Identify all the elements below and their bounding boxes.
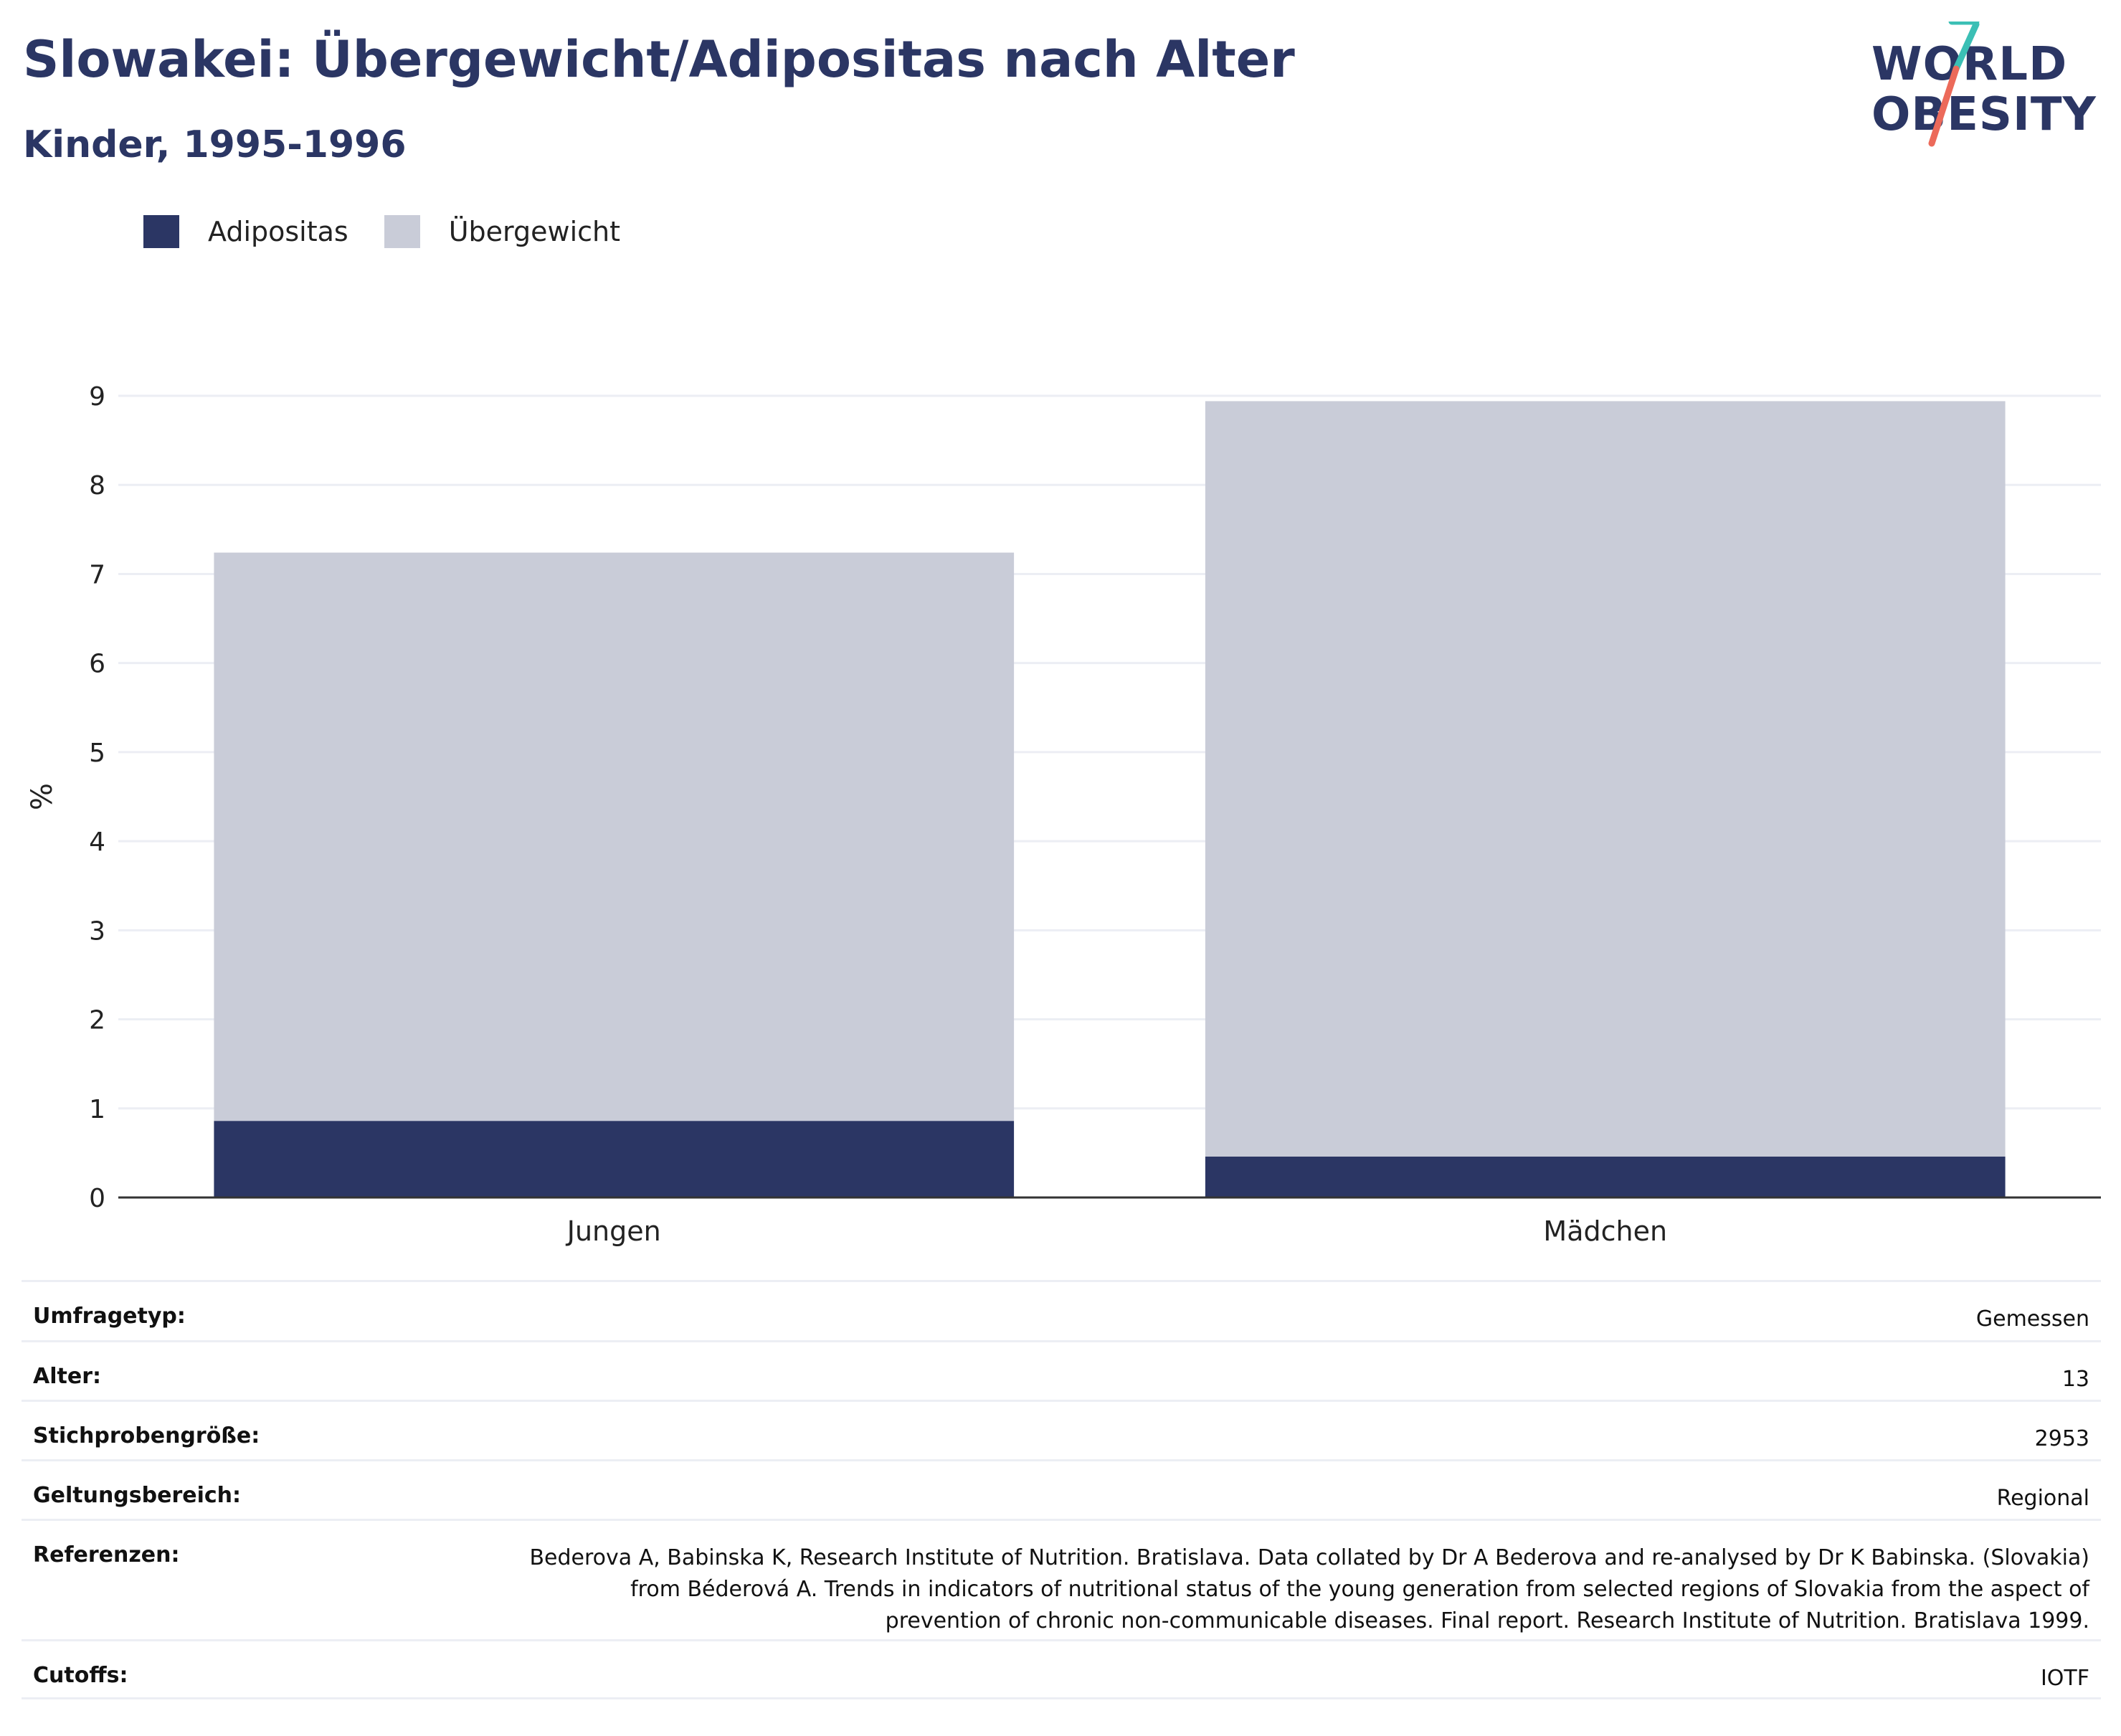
metadata-table: Umfragetyp: Gemessen Alter: 13 Stichprob…	[22, 1280, 2101, 1699]
meta-value-references: Bederova A, Babinska K, Research Institu…	[529, 1545, 2089, 1633]
meta-row-sample-size: Stichprobengröße: 2953	[22, 1400, 2101, 1459]
meta-row-age: Alter: 13	[22, 1340, 2101, 1400]
bar-mdchen-adipositas	[1205, 1156, 2006, 1197]
x-tick-label: Mädchen	[1543, 1215, 1667, 1247]
meta-row-references: Referenzen: Bederova A, Babinska K, Rese…	[22, 1519, 2101, 1639]
y-tick-label: 3	[89, 916, 105, 946]
y-tick-label: 6	[89, 650, 105, 679]
logo-slash-icon	[1928, 22, 1980, 147]
y-tick-label: 8	[89, 471, 105, 501]
meta-value-cutoffs: IOTF	[2040, 1666, 2089, 1691]
logo-line-2: OBESITY	[1871, 88, 2097, 141]
legend-swatch-uebergewicht	[384, 215, 420, 248]
meta-key-cutoffs: Cutoffs:	[33, 1663, 128, 1688]
legend-item-adipositas[interactable]: Adipositas	[143, 215, 348, 248]
y-axis-label: %	[26, 783, 59, 810]
legend-label-uebergewicht: Übergewicht	[448, 216, 620, 247]
y-tick-label: 1	[89, 1095, 105, 1124]
y-tick-label: 7	[89, 560, 105, 589]
meta-key-references: Referenzen:	[33, 1542, 180, 1567]
meta-key-scope: Geltungsbereich:	[33, 1483, 242, 1508]
y-tick-label: 4	[89, 827, 105, 857]
y-tick-label: 5	[89, 739, 105, 768]
meta-value-scope: Regional	[1996, 1486, 2089, 1511]
legend-item-uebergewicht[interactable]: Übergewicht	[384, 215, 620, 248]
legend-swatch-adipositas	[143, 215, 179, 248]
meta-value-age: 13	[2061, 1367, 2089, 1392]
chart-legend: Adipositas Übergewicht	[143, 215, 656, 248]
meta-value-sample-size: 2953	[2034, 1426, 2089, 1451]
world-obesity-logo: WORLD OBESITY	[1871, 22, 2108, 151]
chart-title: Slowakei: Übergewicht/Adipositas nach Al…	[23, 30, 1295, 89]
legend-label-adipositas: Adipositas	[208, 216, 348, 247]
meta-row-cutoffs: Cutoffs: IOTF	[22, 1639, 2101, 1699]
meta-key-sample-size: Stichprobengröße:	[33, 1423, 260, 1448]
y-tick-label: 9	[89, 382, 105, 412]
meta-row-survey-type: Umfragetyp: Gemessen	[22, 1280, 2101, 1340]
y-tick-label: 2	[89, 1006, 105, 1035]
meta-value-survey-type: Gemessen	[1975, 1306, 2089, 1332]
logo-line-1: WORLD	[1871, 38, 2068, 91]
meta-key-survey-type: Umfragetyp:	[33, 1304, 186, 1329]
bar-jungen-uebergewicht	[214, 552, 1015, 1121]
bar-mdchen-uebergewicht	[1205, 401, 2006, 1157]
meta-row-scope: Geltungsbereich: Regional	[22, 1459, 2101, 1519]
bar-jungen-adipositas	[214, 1121, 1015, 1197]
chart-subtitle: Kinder, 1995-1996	[23, 123, 407, 166]
bar-chart: 0 1 2 3 4 5 6 7 8 9% Jungen Mädchen	[26, 382, 2101, 1247]
y-tick-label: 0	[89, 1184, 105, 1213]
meta-key-age: Alter:	[33, 1364, 101, 1389]
x-tick-label: Jungen	[566, 1215, 661, 1247]
